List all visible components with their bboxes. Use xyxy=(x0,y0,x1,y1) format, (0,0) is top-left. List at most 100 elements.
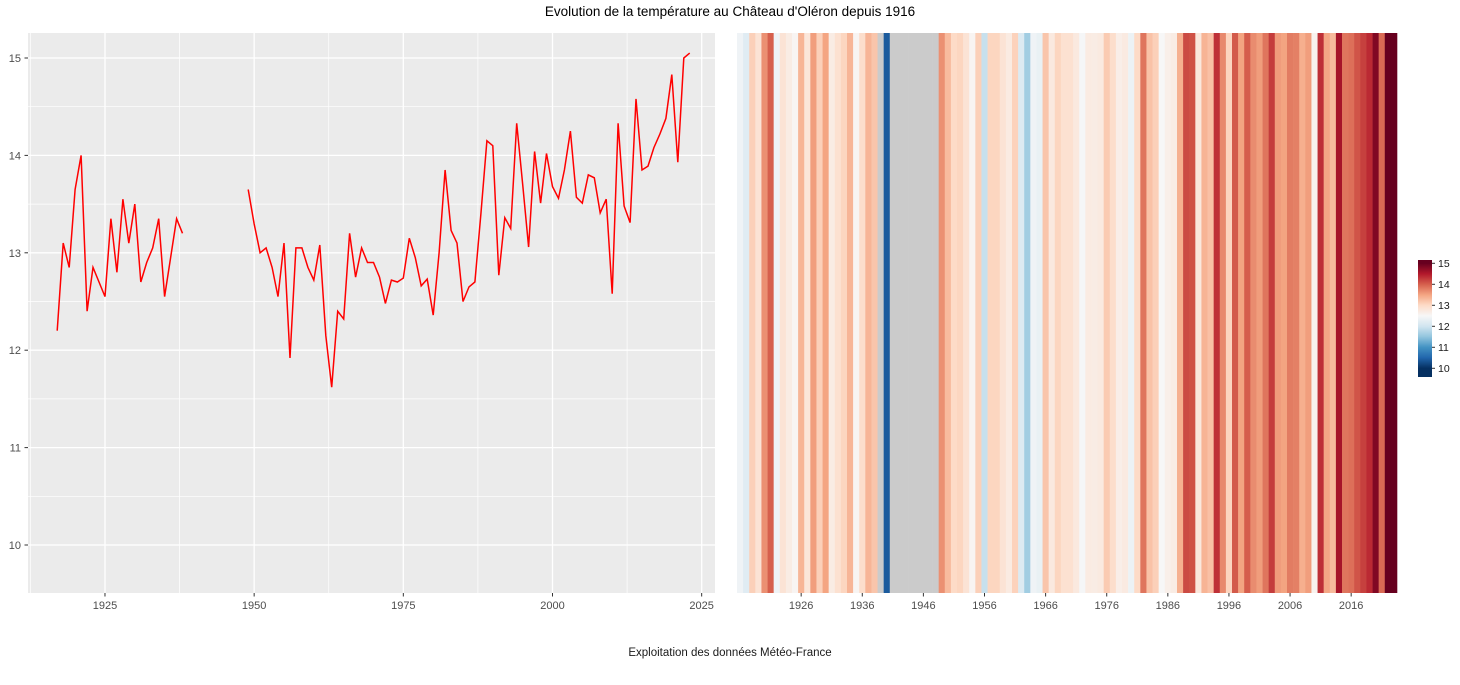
y-axis-tick-label: 12 xyxy=(9,345,21,357)
year-stripe xyxy=(1366,33,1373,593)
year-stripe xyxy=(1384,33,1392,593)
year-stripe xyxy=(1140,33,1147,593)
year-stripe xyxy=(1177,33,1184,593)
year-stripe xyxy=(1122,33,1129,593)
x-axis-tick-label: 1950 xyxy=(242,600,266,612)
year-stripe xyxy=(1342,33,1349,593)
temperature-line xyxy=(247,52,691,388)
year-stripe xyxy=(1067,33,1074,593)
year-stripe xyxy=(834,33,842,593)
na-stripe xyxy=(914,33,921,593)
colorbar-tick-label: 15 xyxy=(1438,258,1450,270)
year-stripe xyxy=(1280,33,1288,593)
year-stripe xyxy=(950,33,958,593)
year-stripe xyxy=(1158,33,1166,593)
year-stripe xyxy=(1042,33,1049,593)
year-stripe xyxy=(1146,33,1153,593)
year-stripe xyxy=(840,33,848,593)
stripes-x-axis-tick-label: 1996 xyxy=(1217,600,1241,612)
stripes-x-axis-tick-label: 2006 xyxy=(1278,600,1302,612)
year-stripe xyxy=(1219,33,1227,593)
stripes-x-axis-tick-label: 1976 xyxy=(1094,600,1118,612)
year-stripe xyxy=(1232,33,1239,593)
na-stripe xyxy=(902,33,909,593)
y-axis-tick-label: 13 xyxy=(9,248,21,260)
year-stripe xyxy=(1195,33,1202,593)
year-stripe xyxy=(1329,33,1337,593)
year-stripe xyxy=(999,33,1007,593)
year-stripe xyxy=(1024,33,1031,593)
year-stripe xyxy=(1170,33,1178,593)
year-stripe xyxy=(1201,33,1208,593)
year-stripe xyxy=(1360,33,1367,593)
year-stripe xyxy=(1189,33,1196,593)
year-stripe xyxy=(1293,33,1300,593)
stripes-x-axis-tick-label: 2016 xyxy=(1339,600,1363,612)
year-stripe xyxy=(1378,33,1386,593)
na-stripe xyxy=(908,33,915,593)
year-stripe xyxy=(993,33,1001,593)
colorbar-tick-label: 14 xyxy=(1438,279,1450,291)
colorbar-gradient xyxy=(1418,260,1432,377)
year-stripe xyxy=(1305,33,1312,593)
stripes-x-axis-tick-label: 1926 xyxy=(789,600,813,612)
year-stripe xyxy=(1299,33,1306,593)
y-axis-tick-label: 15 xyxy=(9,53,21,65)
colorbar-tick-label: 12 xyxy=(1438,321,1450,333)
year-stripe xyxy=(737,33,744,593)
na-stripe xyxy=(895,33,903,593)
year-stripe xyxy=(1085,33,1092,593)
year-stripe xyxy=(987,33,994,593)
year-stripe xyxy=(1317,33,1324,593)
year-stripe xyxy=(1390,33,1398,593)
year-stripe xyxy=(944,33,952,593)
line-chart-panel xyxy=(28,33,715,593)
year-stripe xyxy=(743,33,750,593)
year-stripe xyxy=(981,33,988,593)
year-stripe xyxy=(938,33,946,593)
year-stripe xyxy=(1268,33,1276,593)
year-stripe xyxy=(1128,33,1135,593)
year-stripe xyxy=(963,33,970,593)
year-stripe xyxy=(1060,33,1068,593)
x-axis-tick-label: 2025 xyxy=(689,600,713,612)
year-stripe xyxy=(749,33,756,593)
year-stripe xyxy=(1012,33,1019,593)
year-stripe xyxy=(1134,33,1141,593)
year-stripe xyxy=(1152,33,1159,593)
year-stripe xyxy=(810,33,817,593)
year-stripe xyxy=(816,33,823,593)
year-stripe xyxy=(828,33,836,593)
year-stripe xyxy=(1115,33,1123,593)
colorbar-tick-label: 13 xyxy=(1438,300,1450,312)
year-stripe xyxy=(1225,33,1233,593)
year-stripe xyxy=(1183,33,1190,593)
year-stripe xyxy=(1207,33,1214,593)
na-stripe xyxy=(926,33,933,593)
year-stripe xyxy=(1256,33,1263,593)
year-stripe xyxy=(1109,33,1117,593)
year-stripe xyxy=(859,33,866,593)
year-stripe xyxy=(1073,33,1080,593)
x-axis-tick-label: 1925 xyxy=(93,600,117,612)
y-axis-tick-label: 11 xyxy=(10,443,21,455)
stripes-x-axis-tick-label: 1936 xyxy=(850,600,874,612)
year-stripe xyxy=(1244,33,1251,593)
year-stripe xyxy=(1079,33,1086,593)
year-stripe xyxy=(1091,33,1098,593)
year-stripe xyxy=(1354,33,1361,593)
page-title: Evolution de la température au Château d… xyxy=(544,4,916,19)
year-stripe xyxy=(1018,33,1025,593)
year-stripe xyxy=(847,33,854,593)
year-stripe xyxy=(798,33,805,593)
stripes-x-axis-tick-label: 1956 xyxy=(972,600,996,612)
year-stripe xyxy=(1054,33,1062,593)
year-stripe xyxy=(1250,33,1257,593)
year-stripe xyxy=(822,33,829,593)
na-stripe xyxy=(932,33,939,593)
year-stripe xyxy=(1005,33,1013,593)
stripes-x-axis-tick-label: 1986 xyxy=(1156,600,1180,612)
colorbar-tick-label: 10 xyxy=(1438,363,1450,375)
year-stripe xyxy=(957,33,964,593)
